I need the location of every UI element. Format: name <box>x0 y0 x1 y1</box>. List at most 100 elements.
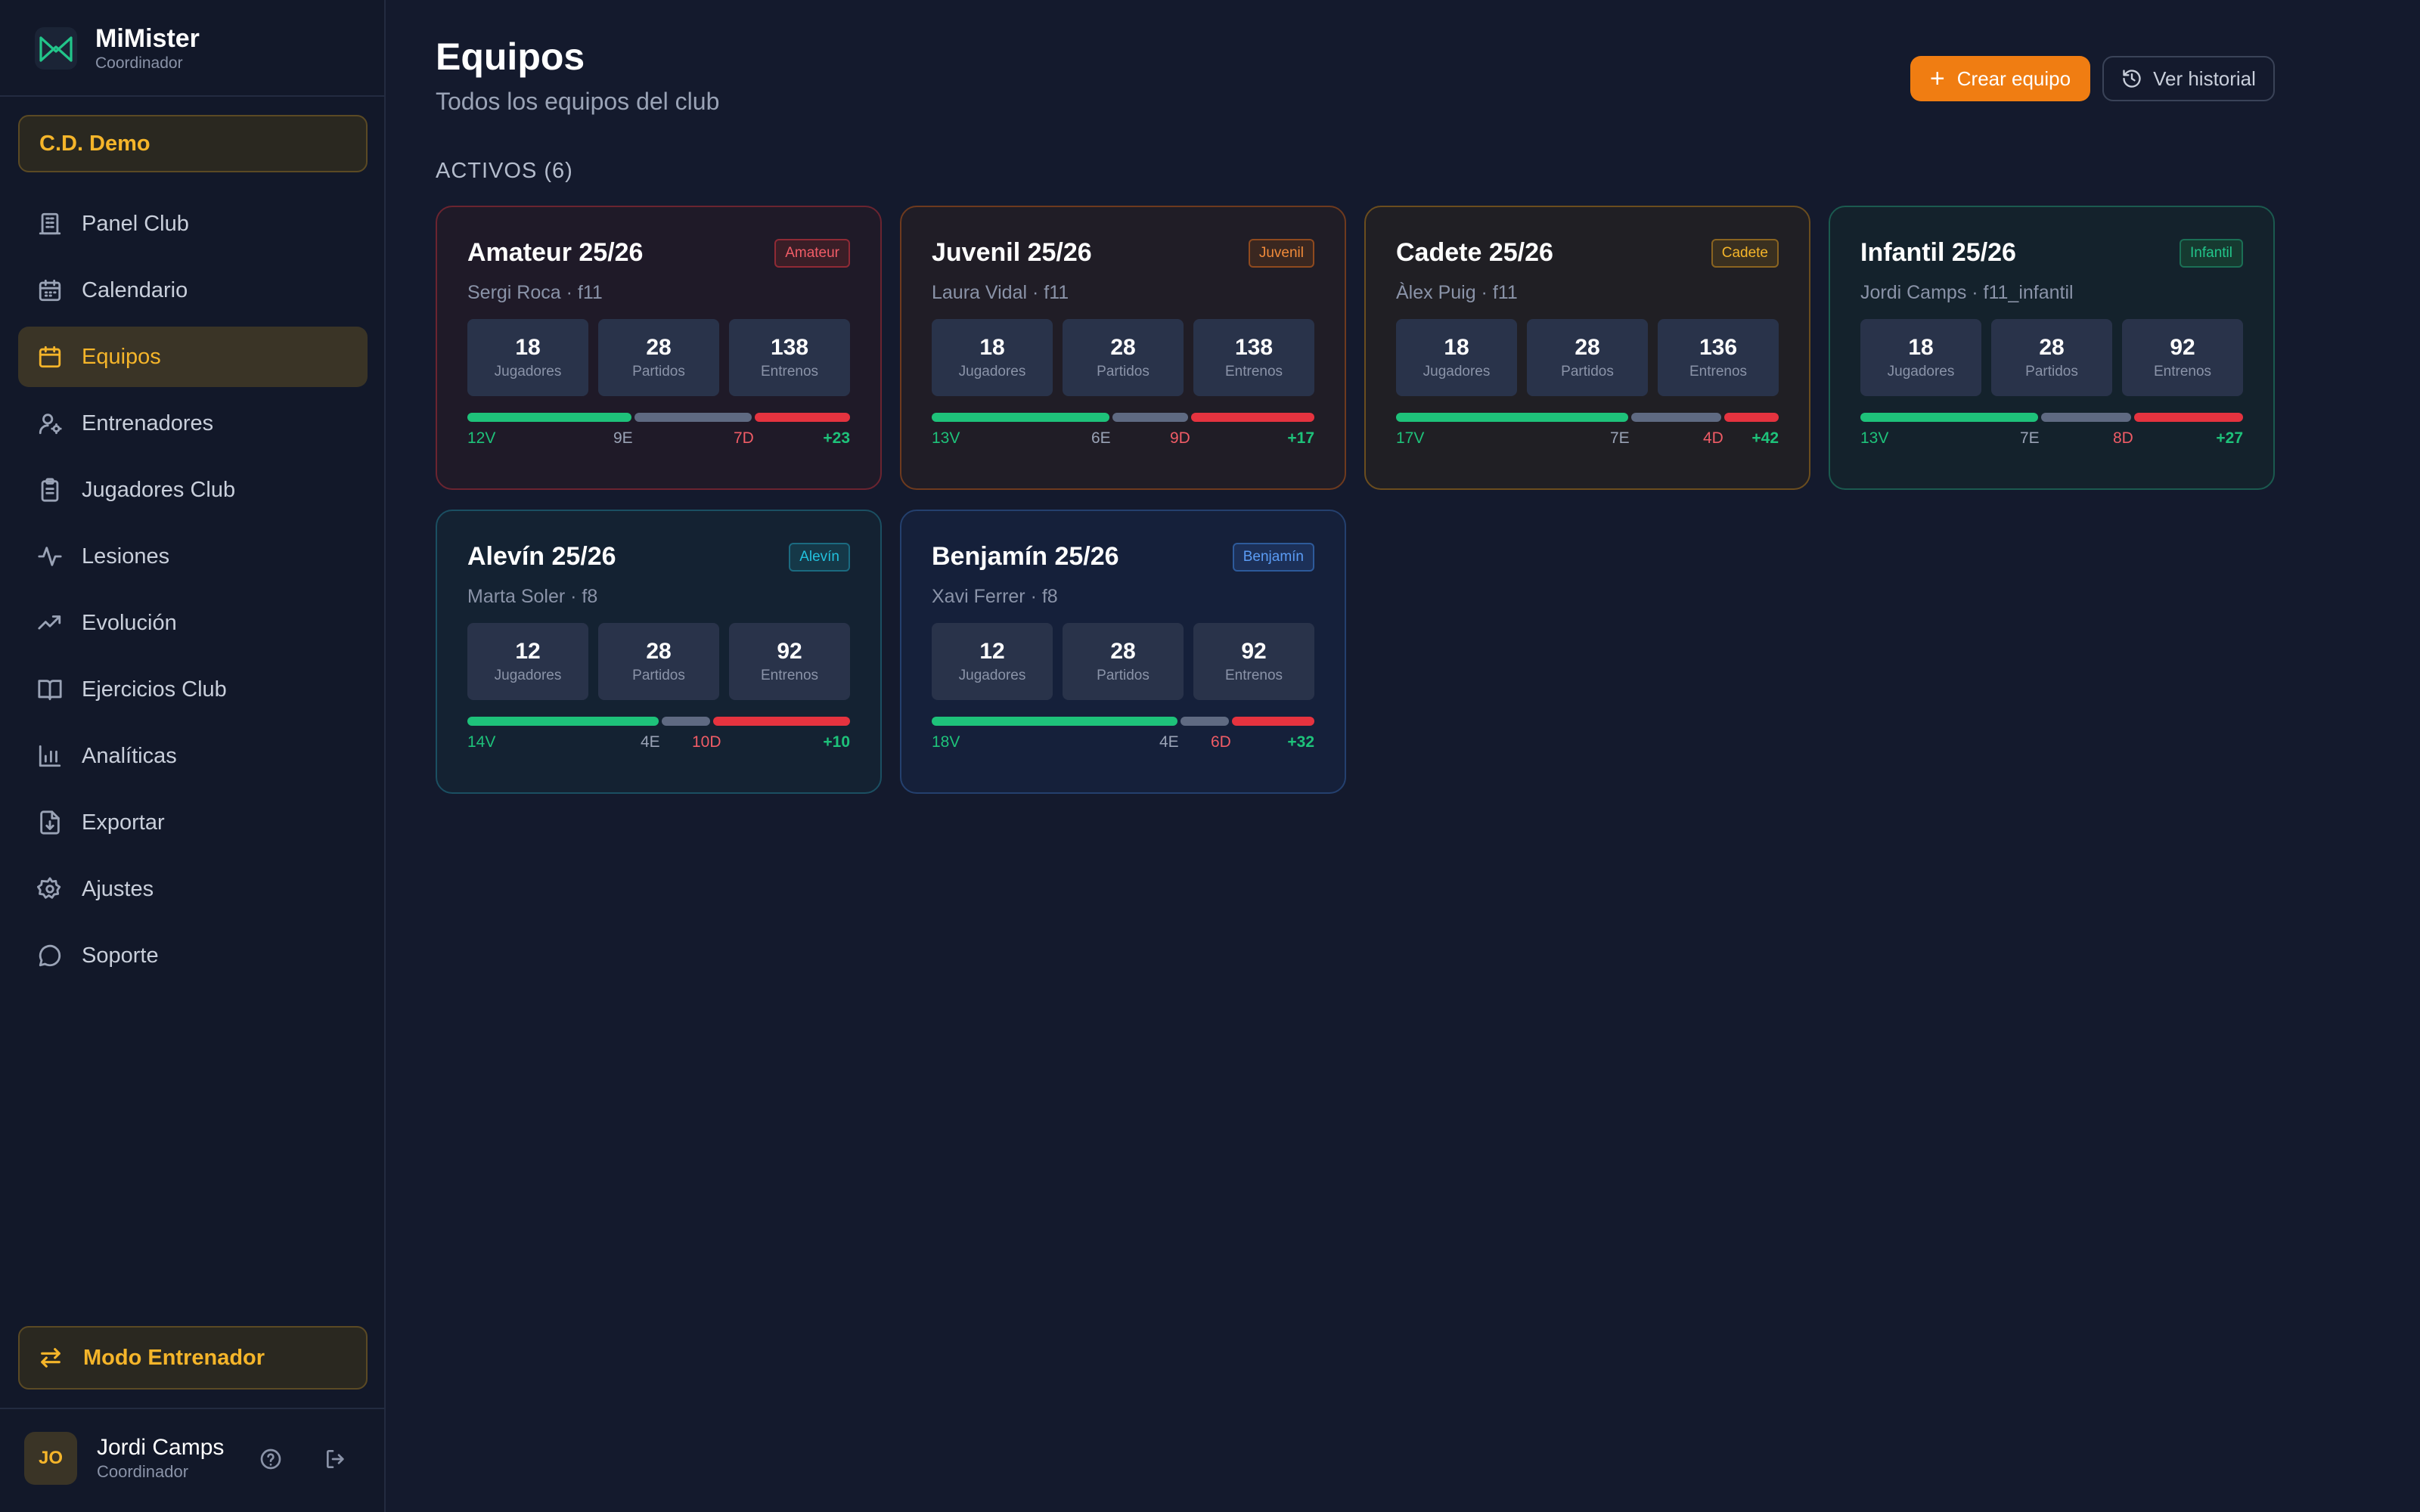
team-stats: 18 Jugadores 28 Partidos 138 Entrenos <box>467 319 850 396</box>
draws-label: 4E <box>641 733 660 751</box>
goal-difference: +32 <box>1287 733 1314 751</box>
sidebar-item-equipos[interactable]: Equipos <box>18 327 368 387</box>
brand-role: Coordinador <box>95 54 183 72</box>
category-badge: Cadete <box>1711 239 1779 268</box>
team-coach: Àlex Puig · f11 <box>1396 282 1518 303</box>
draws-segment <box>2041 413 2131 422</box>
calendar-icon <box>36 343 64 370</box>
team-card[interactable]: Infantil 25/26 Infantil Jordi Camps · f1… <box>1829 206 2275 490</box>
wins-label: 18V <box>932 733 960 751</box>
stat-matches: 28 Partidos <box>598 319 719 396</box>
sidebar-item-label: Entrenadores <box>82 411 214 435</box>
sidebar-item-evolucion[interactable]: Evolución <box>18 593 368 653</box>
wins-segment <box>932 717 1177 726</box>
wins-segment <box>1860 413 2038 422</box>
losses-label: 4D <box>1703 429 1723 447</box>
sidebar-item-soporte[interactable]: Soporte <box>18 925 368 986</box>
stat-players: 18 Jugadores <box>1396 319 1517 396</box>
team-card[interactable]: Juvenil 25/26 Juvenil Laura Vidal · f11 … <box>900 206 1346 490</box>
logout-icon[interactable] <box>322 1445 349 1473</box>
view-history-label: Ver historial <box>2153 67 2256 90</box>
page-title: Equipos <box>436 36 585 78</box>
brand[interactable]: MiMister Coordinador <box>35 24 200 73</box>
team-name: Infantil 25/26 <box>1860 238 2016 267</box>
section-label: ACTIVOS (6) <box>436 159 573 183</box>
avatar: JO <box>24 1432 77 1485</box>
sidebar-item-exportar[interactable]: Exportar <box>18 792 368 853</box>
sidebar-item-ejercicios-club[interactable]: Ejercicios Club <box>18 659 368 720</box>
sidebar-item-label: Soporte <box>82 943 159 968</box>
coach-mode-label: Modo Entrenador <box>83 1345 265 1370</box>
sidebar-nav: Panel Club Calendario Equipos Entrenador… <box>18 194 368 992</box>
team-card[interactable]: Amateur 25/26 Amateur Sergi Roca · f11 1… <box>436 206 882 490</box>
stat-trainings: 92 Entrenos <box>729 623 850 700</box>
draws-segment <box>634 413 752 422</box>
sidebar-item-analiticas[interactable]: Analíticas <box>18 726 368 786</box>
stat-value: 28 <box>2039 335 2065 360</box>
stat-value: 12 <box>979 639 1005 664</box>
losses-label: 9D <box>1170 429 1190 447</box>
wins-label: 13V <box>932 429 960 447</box>
club-selector[interactable]: C.D. Demo <box>18 115 368 172</box>
sidebar-item-lesiones[interactable]: Lesiones <box>18 526 368 587</box>
draws-label: 4E <box>1159 733 1179 751</box>
clipboard-icon <box>36 476 64 503</box>
team-card[interactable]: Benjamín 25/26 Benjamín Xavi Ferrer · f8… <box>900 510 1346 794</box>
divider <box>0 95 386 97</box>
stat-matches: 28 Partidos <box>1063 623 1184 700</box>
brand-name: MiMister <box>95 24 200 53</box>
stat-value: 18 <box>515 335 541 360</box>
stat-label: Jugadores <box>494 364 562 380</box>
losses-segment <box>1232 717 1314 726</box>
results-labels: 12V 9E 7D +23 <box>467 429 850 449</box>
user-role: Coordinador <box>97 1462 189 1481</box>
create-team-button[interactable]: + Crear equipo <box>1910 56 2090 101</box>
sidebar-item-ajustes[interactable]: Ajustes <box>18 859 368 919</box>
trending-up-icon <box>36 609 64 637</box>
sidebar-item-panel-club[interactable]: Panel Club <box>18 194 368 254</box>
wins-segment <box>467 717 659 726</box>
sidebar-item-label: Evolución <box>82 610 177 635</box>
stat-label: Entrenos <box>2153 364 2212 380</box>
coach-mode-button[interactable]: Modo Entrenador <box>18 1326 368 1390</box>
losses-label: 6D <box>1211 733 1231 751</box>
building-icon <box>36 210 64 237</box>
stat-label: Entrenos <box>1689 364 1748 380</box>
stat-trainings: 138 Entrenos <box>729 319 850 396</box>
draws-label: 7E <box>2020 429 2040 447</box>
sidebar-item-jugadores-club[interactable]: Jugadores Club <box>18 460 368 520</box>
stat-label: Entrenos <box>1224 364 1283 380</box>
category-badge: Infantil <box>2180 239 2243 268</box>
draws-segment <box>1112 413 1188 422</box>
team-name: Amateur 25/26 <box>467 238 644 267</box>
category-badge: Benjamín <box>1232 543 1314 572</box>
sidebar-item-calendario[interactable]: Calendario <box>18 260 368 321</box>
team-card[interactable]: Alevín 25/26 Alevín Marta Soler · f8 12 … <box>436 510 882 794</box>
message-icon <box>36 942 64 969</box>
user-profile[interactable]: JO Jordi Camps Coordinador <box>24 1432 224 1485</box>
sidebar-item-label: Equipos <box>82 344 161 369</box>
stat-label: Jugadores <box>1423 364 1491 380</box>
file-download-icon <box>36 809 64 836</box>
sidebar-item-label: Ajustes <box>82 876 154 901</box>
team-stats: 12 Jugadores 28 Partidos 92 Entrenos <box>932 623 1314 700</box>
sidebar-item-label: Ejercicios Club <box>82 677 227 702</box>
stat-value: 18 <box>979 335 1005 360</box>
sidebar-item-label: Calendario <box>82 277 188 302</box>
results-bar <box>467 413 850 422</box>
sidebar-item-label: Panel Club <box>82 211 189 236</box>
help-icon[interactable] <box>257 1445 284 1473</box>
team-card[interactable]: Cadete 25/26 Cadete Àlex Puig · f11 18 J… <box>1364 206 1810 490</box>
results-bar <box>1860 413 2243 422</box>
stat-label: Partidos <box>632 668 685 683</box>
sidebar-item-label: Analíticas <box>82 743 177 768</box>
team-stats: 18 Jugadores 28 Partidos 92 Entrenos <box>1860 319 2243 396</box>
results-labels: 14V 4E 10D +10 <box>467 733 850 753</box>
results-labels: 18V 4E 6D +32 <box>932 733 1314 753</box>
view-history-button[interactable]: Ver historial <box>2102 56 2275 101</box>
user-name: Jordi Camps <box>97 1435 225 1460</box>
losses-label: 8D <box>2113 429 2133 447</box>
team-stats: 18 Jugadores 28 Partidos 136 Entrenos <box>1396 319 1779 396</box>
sidebar-item-entrenadores[interactable]: Entrenadores <box>18 393 368 454</box>
create-team-label: Crear equipo <box>1956 67 2071 90</box>
